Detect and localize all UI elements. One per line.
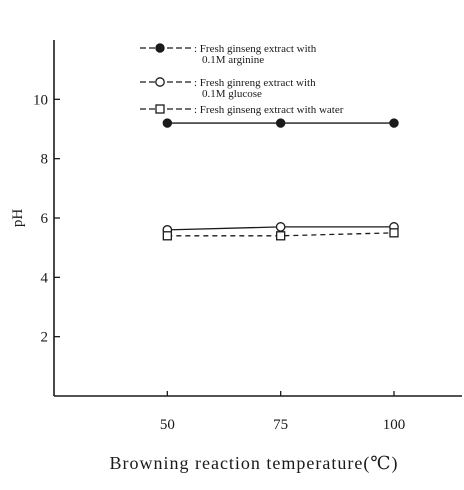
- data-point: [276, 231, 286, 241]
- y-ticks: 2 4 6 8 10: [33, 92, 60, 346]
- legend-text: 0.1M glucose: [202, 88, 262, 100]
- legend-entry-3: : Fresh ginseng extract with water: [140, 104, 344, 116]
- x-axis-title: Browning reaction temperature(℃): [109, 453, 398, 474]
- x-tick-label: 50: [160, 417, 175, 433]
- y-axis-title: pH: [10, 209, 26, 228]
- legend-text: : Fresh ginseng extract with water: [194, 104, 344, 116]
- x-ticks: 50 75 100: [160, 391, 405, 433]
- legend-text: : Fresh ginreng extract with: [194, 77, 316, 89]
- legend-text: 0.1M arginine: [202, 54, 264, 66]
- legend-marker: [155, 43, 165, 53]
- legend-marker: [155, 104, 165, 114]
- y-tick-label: 2: [41, 330, 49, 346]
- y-tick-label: 4: [41, 270, 49, 286]
- y-tick-label: 8: [41, 152, 49, 168]
- series-1: [162, 118, 399, 128]
- series-3: [162, 228, 399, 241]
- data-point: [162, 118, 173, 128]
- x-tick-label: 100: [383, 417, 406, 433]
- legend-marker: [155, 77, 165, 87]
- series-layer: [162, 118, 399, 241]
- data-point: [275, 118, 286, 128]
- data-point: [275, 222, 286, 232]
- x-tick-label: 75: [273, 417, 288, 433]
- legend-text: : Fresh ginseng extract with: [194, 43, 317, 55]
- data-point: [389, 228, 399, 238]
- data-point: [389, 118, 399, 128]
- series-line: [167, 232, 395, 237]
- data-point: [162, 231, 172, 241]
- y-tick-label: 6: [41, 211, 49, 227]
- y-tick-label: 10: [33, 92, 48, 108]
